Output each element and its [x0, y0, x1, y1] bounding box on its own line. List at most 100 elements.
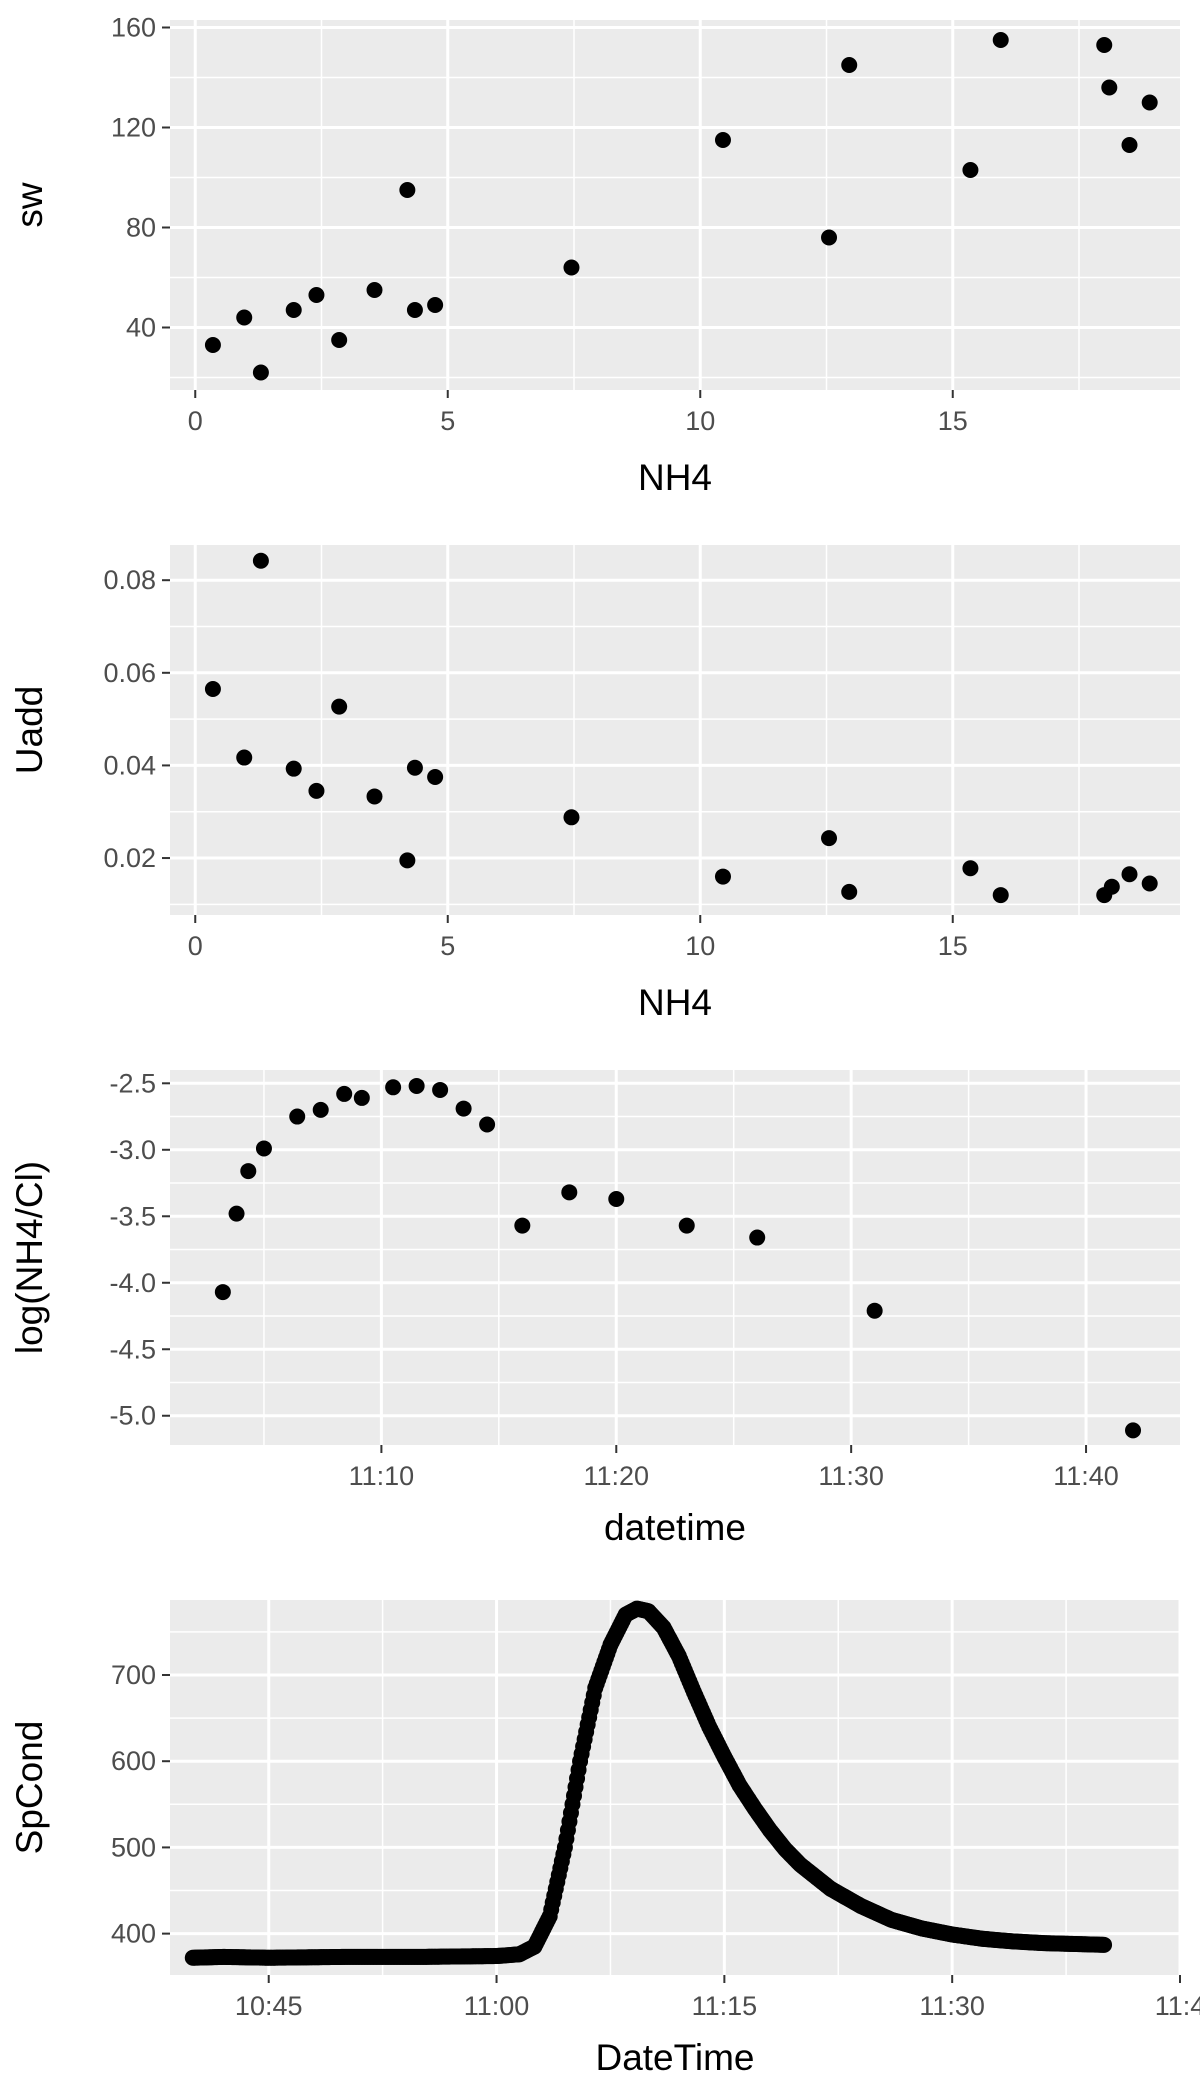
y-tick-label: 500 [111, 1832, 156, 1862]
data-point [336, 1085, 353, 1102]
data-point [561, 1184, 578, 1201]
y-axis-title: SpCond [9, 1721, 50, 1855]
data-point [563, 259, 580, 276]
x-tick-label: 11:10 [349, 1461, 415, 1491]
data-point [204, 681, 221, 698]
data-point [408, 1077, 425, 1094]
panel-2: 0 5 10 15 0.02 0.04 0.06 0.08 NH4 Uadd [9, 545, 1180, 1023]
data-point [285, 302, 302, 318]
y-axis-title: log(NH4/Cl) [9, 1161, 50, 1354]
data-point [366, 282, 383, 298]
y-tick-label: 600 [111, 1746, 156, 1776]
x-tick-label: 10:45 [235, 1991, 303, 2021]
x-tick-label: 5 [440, 406, 455, 436]
y-tick-label: 120 [111, 113, 156, 143]
data-point [749, 1229, 766, 1246]
data-point [866, 1302, 883, 1319]
data-point [608, 1190, 625, 1207]
data-point [399, 852, 416, 869]
y-tick-label: 700 [111, 1660, 156, 1690]
x-tick-label: 0 [188, 406, 203, 436]
data-point [366, 788, 383, 805]
data-point [563, 809, 580, 826]
y-tick-label: 0.02 [103, 843, 156, 873]
data-point [714, 868, 731, 885]
data-point [1121, 137, 1138, 153]
panel-1: 0 5 10 15 40 80 120 160 NH4 sw [9, 13, 1180, 498]
data-point [1141, 875, 1158, 892]
y-tick-label: 40 [126, 313, 156, 343]
data-point [427, 769, 444, 786]
x-tick-label: 11:4 [1155, 1991, 1200, 2021]
x-axis-title: NH4 [638, 457, 712, 498]
data-point [962, 860, 979, 877]
data-point [841, 883, 858, 900]
x-tick-label: 11:30 [919, 1991, 985, 2021]
x-tick-label: 10 [685, 406, 715, 436]
y-axis-title: Uadd [9, 686, 50, 774]
y-tick-label: -4.5 [109, 1334, 156, 1364]
panel-3: 11:10 11:20 11:30 11:40 -5.0 -4.5 -4.0 -3.5 -3.0… [9, 1068, 1180, 1548]
x-tick-label: 5 [440, 931, 455, 961]
data-point [1103, 878, 1120, 895]
x-tick-label: 10 [685, 931, 715, 961]
y-tick-label: -3.0 [109, 1135, 156, 1165]
x-tick-label: 11:15 [692, 1991, 758, 2021]
data-point [1141, 94, 1158, 111]
plot-background [170, 545, 1180, 915]
x-tick-label: 15 [938, 931, 968, 961]
data-point [240, 1163, 257, 1180]
data-point [399, 182, 416, 198]
data-point [214, 1284, 231, 1301]
data-point [255, 1140, 272, 1157]
data-point [821, 830, 838, 847]
data-point [308, 287, 325, 303]
data-point [385, 1079, 402, 1096]
y-tick-label: 400 [111, 1919, 156, 1949]
data-point [1096, 1936, 1113, 1953]
plot-background [170, 1070, 1180, 1445]
y-tick-label: 0.04 [103, 750, 156, 780]
data-point [236, 749, 253, 766]
data-point [992, 887, 1009, 904]
data-point [308, 782, 325, 799]
y-tick-label: 0.08 [103, 565, 156, 595]
y-tick-label: -5.0 [109, 1401, 156, 1431]
data-point [1096, 37, 1113, 53]
y-tick-label: -2.5 [109, 1068, 156, 1098]
data-point [1125, 1422, 1142, 1439]
data-point [252, 552, 269, 569]
data-point [1101, 79, 1118, 96]
data-point [455, 1100, 472, 1117]
data-point [228, 1205, 245, 1222]
x-tick-label: 11:40 [1053, 1461, 1119, 1491]
data-point [312, 1101, 329, 1118]
y-tick-label: -3.5 [109, 1201, 156, 1231]
data-point [289, 1108, 306, 1125]
data-point [252, 364, 269, 381]
data-point [714, 132, 731, 148]
data-point [1121, 866, 1138, 883]
panel-4: 10:45 11:00 11:15 11:30 11:4 400 500 600 700 Date… [9, 1600, 1200, 2078]
data-point [962, 162, 979, 178]
data-point [432, 1081, 449, 1098]
data-point [479, 1116, 496, 1133]
x-tick-label: 0 [188, 931, 203, 961]
y-tick-label: 160 [111, 13, 156, 43]
x-tick-label: 11:20 [583, 1461, 649, 1491]
data-point [285, 760, 302, 777]
x-axis-title: NH4 [638, 982, 712, 1023]
data-point [353, 1089, 370, 1106]
data-point [514, 1217, 531, 1234]
y-tick-label: 80 [126, 213, 156, 243]
x-axis-title: DateTime [595, 2037, 754, 2078]
y-axis-title: sw [9, 182, 50, 228]
x-tick-label: 11:00 [464, 1991, 530, 2021]
data-point [331, 698, 348, 715]
data-point [406, 759, 423, 776]
data-point [406, 302, 423, 318]
data-point [427, 297, 444, 313]
data-point [678, 1217, 695, 1234]
y-tick-label: 0.06 [103, 658, 156, 688]
